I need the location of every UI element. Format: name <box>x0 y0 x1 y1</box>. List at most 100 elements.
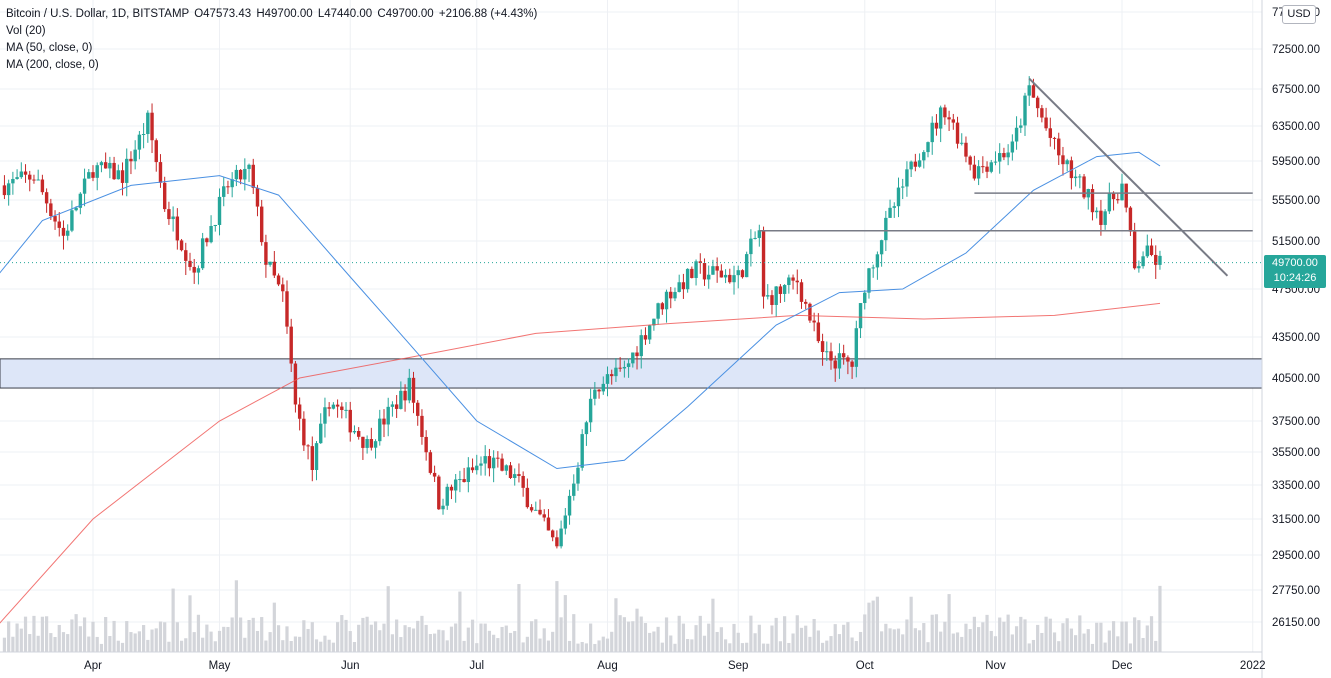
candle-body <box>1010 141 1015 153</box>
currency-button[interactable]: USD <box>1282 5 1316 24</box>
candle-body <box>905 169 909 187</box>
candle-body <box>323 407 327 424</box>
candle-body <box>841 353 846 358</box>
volume-bar <box>1082 633 1086 652</box>
candle-body <box>1031 85 1036 98</box>
candle-body <box>53 216 57 222</box>
candle-body <box>626 363 631 367</box>
candle-body <box>462 479 466 483</box>
candle-body <box>677 282 681 292</box>
candle-body <box>399 390 403 409</box>
price-tick-label: 59500.00 <box>1272 156 1320 168</box>
volume-bar <box>690 639 694 652</box>
volume-bar <box>1019 616 1023 652</box>
candle-body <box>449 486 454 491</box>
time-axis[interactable]: Apr May Jun Jul Aug Sep Oct Nov Dec 2022 <box>0 651 1266 672</box>
volume-bar <box>120 642 125 652</box>
volume-bar <box>437 629 441 652</box>
volume-bar <box>255 630 260 652</box>
low-value: 47440.00 <box>324 8 373 20</box>
volume-bar <box>1069 628 1073 652</box>
volume-bar <box>1090 643 1095 652</box>
volume-bar <box>327 639 331 652</box>
volume-bar <box>1111 621 1116 652</box>
volume-bar <box>428 633 432 652</box>
candle-body <box>639 335 643 357</box>
volume-bar <box>234 580 238 652</box>
volume-bar <box>981 622 985 652</box>
time-tick-label: Sep <box>728 660 748 672</box>
volume-bar <box>1158 585 1162 652</box>
volume-bar <box>761 643 766 652</box>
support-zone-rect <box>0 358 1263 389</box>
candle-body <box>49 203 53 217</box>
candle-body <box>154 140 158 163</box>
candle-body <box>1124 183 1128 208</box>
candle-body <box>1132 231 1137 269</box>
volume-bar <box>268 632 272 652</box>
volume-bar <box>1065 618 1069 652</box>
volume-bar <box>871 600 875 652</box>
candle-body <box>264 242 268 265</box>
volume-bar <box>745 642 749 652</box>
candle-body <box>791 277 795 281</box>
volume-bar <box>1031 639 1036 652</box>
candle-body <box>576 467 580 484</box>
volume-bar <box>749 615 753 652</box>
volume-bar <box>618 615 622 652</box>
volume-bar <box>1057 641 1061 652</box>
candle-body <box>601 383 605 392</box>
drawing-tools <box>0 77 1262 277</box>
volume-bar <box>707 623 711 652</box>
indicator-ma200[interactable]: MA (200, close, 0) <box>6 59 99 71</box>
volume-bar <box>896 628 901 652</box>
volume-bar <box>500 626 504 652</box>
volume-bar <box>23 616 28 652</box>
candle-body <box>146 112 150 135</box>
candle-body <box>998 153 1002 162</box>
candle-body <box>217 196 222 225</box>
volume-bar <box>91 621 95 652</box>
volume-bar <box>508 632 513 652</box>
indicator-volume[interactable]: Vol (20) <box>6 25 46 37</box>
candle-body <box>243 168 247 180</box>
volume-bar <box>95 636 99 652</box>
volume-bar <box>589 623 593 652</box>
volume-bar <box>572 614 576 652</box>
candle-body <box>95 165 99 178</box>
volume-bar <box>1044 616 1048 652</box>
candle-body <box>550 530 555 538</box>
candle-body <box>1094 210 1099 213</box>
volume-bar <box>1061 623 1065 652</box>
candle-body <box>386 406 390 425</box>
candle-body <box>1014 127 1019 142</box>
change-value: +2106.88 (+4.43%) <box>438 8 538 20</box>
volume-bar <box>1048 618 1052 652</box>
candle-body <box>133 149 137 162</box>
volume-bar <box>563 595 567 652</box>
volume-bar <box>298 636 302 652</box>
volume-bar <box>673 643 677 652</box>
candle-body <box>707 274 711 280</box>
candle-body <box>91 172 95 178</box>
candle-body <box>913 161 918 167</box>
volume-bar <box>1133 617 1137 652</box>
candle-body <box>888 207 892 218</box>
indicator-ma50[interactable]: MA (50, close, 0) <box>6 42 93 54</box>
price-tick-label: 33500.00 <box>1272 480 1320 492</box>
candle-body <box>137 134 142 150</box>
volume-bar <box>728 643 732 652</box>
candle-body <box>508 465 513 478</box>
volume-bar <box>1036 624 1040 652</box>
moving-averages <box>0 151 1161 624</box>
volume-bar <box>247 619 251 652</box>
last-price-badge: 49700.00 10:24:26 <box>1264 255 1326 288</box>
price-axis[interactable]: 77500.0072500.0067500.0063500.0059500.00… <box>1261 0 1320 678</box>
candle-body <box>884 217 888 241</box>
price-tick-label: 63500.00 <box>1272 121 1320 133</box>
volume-bar <box>917 630 922 652</box>
candle-body <box>348 409 352 433</box>
volume-bar <box>416 620 420 652</box>
candle-body <box>723 274 728 278</box>
